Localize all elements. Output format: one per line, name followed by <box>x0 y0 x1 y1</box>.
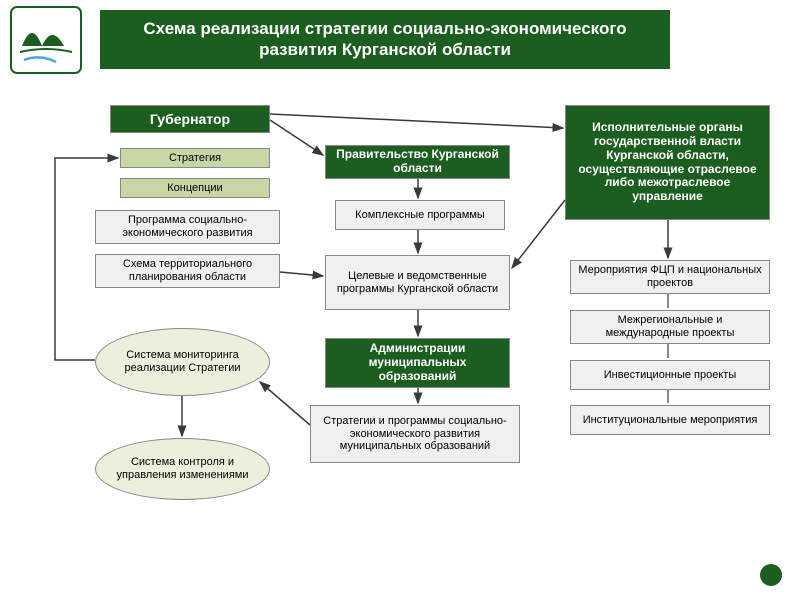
node-gov-region: Правительство Курганской области <box>325 145 510 179</box>
node-fcp: Мероприятия ФЦП и национальных проектов <box>570 260 770 294</box>
node-complex-prog: Комплексные программы <box>335 200 505 230</box>
node-scheme-terr: Схема территориального планирования обла… <box>95 254 280 288</box>
node-strat-mun: Стратегии и программы социально-экономич… <box>310 405 520 463</box>
node-governor: Губернатор <box>110 105 270 133</box>
region-emblem <box>10 6 82 74</box>
node-invest: Инвестиционные проекты <box>570 360 770 390</box>
node-concepts: Концепции <box>120 178 270 198</box>
node-exec-bodies: Исполнительные органы государственной вл… <box>565 105 770 220</box>
node-admin-mun: Администрации муниципальных образований <box>325 338 510 388</box>
page-indicator <box>760 564 782 586</box>
title-banner: Схема реализации стратегии социально-эко… <box>100 10 670 69</box>
node-target-prog: Целевые и ведомственные программы Курган… <box>325 255 510 310</box>
node-inst: Институциональные мероприятия <box>570 405 770 435</box>
page-title: Схема реализации стратегии социально-эко… <box>143 19 626 59</box>
node-program-sed: Программа социально-экономического разви… <box>95 210 280 244</box>
node-control: Система контроля и управления изменениям… <box>95 438 270 500</box>
node-monitor: Система мониторинга реализации Стратегии <box>95 328 270 396</box>
node-interreg: Межрегиональные и международные проекты <box>570 310 770 344</box>
node-strategy: Стратегия <box>120 148 270 168</box>
